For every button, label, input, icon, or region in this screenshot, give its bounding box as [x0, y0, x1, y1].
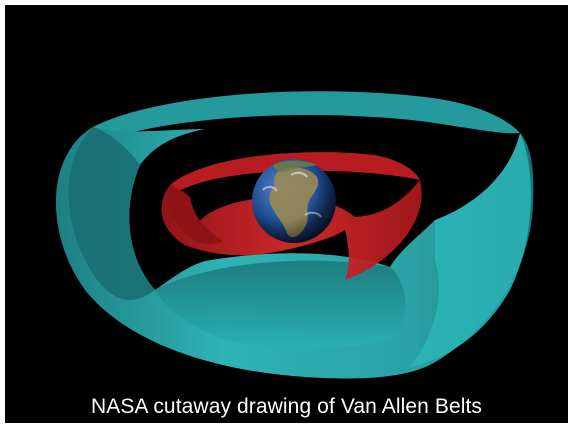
- outer-radiation-belt: [55, 127, 534, 379]
- inner-belt-cut-face-left: [168, 185, 223, 244]
- outer-belt-back-rim: [93, 91, 520, 137]
- inner-belt-back-rim: [170, 152, 420, 193]
- image-caption: NASA cutaway drawing of Van Allen Belts: [90, 395, 483, 418]
- outer-belt-cut-face-right: [410, 133, 531, 367]
- outer-belt-cut-face-left: [68, 127, 155, 300]
- van-allen-belts-illustration: NASA cutaway drawing of Van Allen Belts: [5, 5, 568, 423]
- outer-belt-lower-lip: [155, 260, 406, 349]
- belts-drawing: [55, 91, 534, 379]
- earth-globe: [252, 159, 336, 243]
